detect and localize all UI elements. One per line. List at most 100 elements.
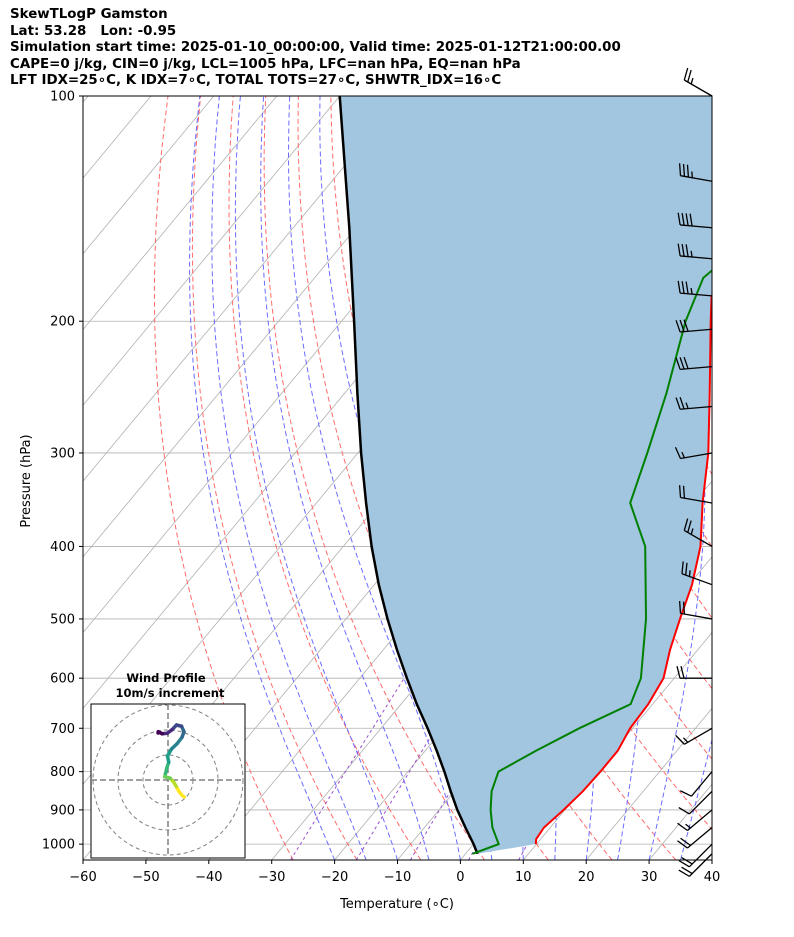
dry-adiabat	[330, 96, 613, 860]
cape-cin-shading	[339, 96, 712, 854]
wind-barb	[677, 243, 713, 260]
wind-barb	[678, 853, 713, 877]
wind-barb-flag	[690, 77, 694, 85]
wind-barb-flag	[681, 212, 685, 226]
wind-barb-staff	[680, 328, 713, 333]
wind-barb-flag	[680, 837, 691, 847]
wind-barb-flag	[681, 281, 685, 294]
wind-barb-flag	[685, 562, 688, 576]
wind-barb-flag	[678, 869, 690, 877]
x-tick-label: −40	[195, 870, 222, 885]
wind-barb-flag	[679, 319, 685, 332]
wind-barb-flag	[686, 164, 690, 178]
wind-barb-flag	[688, 570, 691, 577]
x-tick-label: 20	[578, 870, 595, 885]
wind-barb-staff	[687, 809, 713, 831]
isotherm-line	[522, 632, 712, 860]
dry-adiabat	[754, 96, 794, 860]
x-tick-label: −50	[132, 870, 159, 885]
wind-barb-flag	[685, 823, 691, 829]
wind-barb	[677, 280, 713, 297]
wind-barb-flag	[685, 244, 689, 257]
wind-barb-flag	[690, 528, 694, 535]
wind-barb	[678, 600, 713, 620]
dry-adiabat	[228, 96, 422, 860]
wind-barb	[675, 396, 713, 410]
y-tick-label: 700	[50, 722, 75, 737]
chart-title-location: Lat: 53.28 Lon: -0.95	[10, 23, 177, 39]
isotherm-line	[83, 96, 89, 103]
wind-barb-flag	[679, 396, 685, 410]
wind-barb-flag	[675, 397, 681, 410]
wind-barb-flag	[683, 67, 689, 81]
moist-adiabat	[211, 96, 367, 860]
wind-barb-flag	[677, 212, 681, 226]
x-tick-label: −60	[69, 870, 96, 885]
x-tick-label: −30	[258, 870, 285, 885]
chart-title-station: SkewTLogP Gamston	[10, 7, 168, 22]
wind-barb-flag	[678, 859, 690, 868]
wind-barb-flag	[677, 280, 681, 294]
wind-barb	[677, 212, 713, 229]
temperature-line	[534, 293, 712, 845]
hodograph-inset: Wind Profile 10m/s increment	[90, 671, 246, 859]
wind-barb	[677, 826, 713, 849]
x-tick-label: 40	[704, 870, 721, 885]
wind-barb	[676, 666, 712, 679]
chart-title-times: Simulation start time: 2025-01-10_00:00:…	[10, 40, 621, 56]
y-tick-label: 300	[50, 446, 75, 461]
wind-barb	[675, 727, 713, 745]
wind-barb-staff	[680, 175, 713, 182]
wind-barb	[678, 163, 713, 182]
x-axis-ticks: −60 −50 −40 −30 −20 −10 0 10 20 30 40	[69, 860, 720, 885]
wind-barb-flag	[685, 213, 689, 226]
isotherm-line	[585, 707, 712, 860]
wind-barb-flag	[687, 520, 692, 533]
wind-barb-flag	[678, 163, 682, 176]
dry-adiabat	[787, 96, 794, 860]
hodograph-trace	[156, 723, 186, 799]
wind-barb-flag	[677, 840, 688, 849]
wind-barb	[675, 356, 713, 371]
wind-barb-staff	[680, 365, 713, 371]
wind-barb-flag	[678, 485, 682, 498]
wind-barb-flag	[674, 446, 682, 459]
chart-title-cape-line: CAPE=0 j/kg, CIN=0 j/kg, LCL=1005 hPa, L…	[10, 56, 521, 72]
chart-title-indices-line: LFT IDX=25∘C, K IDX=7∘C, TOTAL TOTS=27∘C…	[10, 73, 502, 89]
isotherm-line	[83, 96, 341, 406]
dry-adiabat	[722, 96, 794, 860]
wind-barb-staff	[680, 496, 713, 504]
wind-barb-flag	[682, 737, 689, 743]
wind-barb	[677, 809, 713, 832]
wind-barb-flag	[685, 281, 689, 294]
y-axis-ticks: 100 200 300 400 500 600 700 800 900 1000	[42, 90, 83, 853]
wind-barb-flag	[680, 666, 685, 679]
wind-barb-flag	[690, 250, 693, 258]
wind-barbs	[674, 67, 713, 877]
y-tick-label: 200	[50, 315, 75, 330]
mixing-ratio-line	[290, 677, 405, 860]
hodograph-ring	[117, 729, 219, 831]
wind-barb	[681, 561, 713, 586]
wind-barb-flag	[676, 666, 681, 679]
wind-barb	[678, 485, 713, 504]
y-tick-label: 100	[50, 90, 75, 105]
moist-adiabat	[189, 96, 336, 860]
wind-barb	[683, 67, 713, 97]
wind-barb-staff	[683, 529, 713, 547]
y-tick-label: 400	[50, 540, 75, 555]
wind-barb-staff	[687, 826, 713, 849]
wind-barb-staff	[683, 79, 713, 97]
wind-barb-flag	[681, 866, 693, 875]
x-tick-label: 0	[456, 870, 464, 885]
wind-barb-flag	[675, 320, 681, 333]
wind-barb-flag	[690, 287, 693, 295]
x-tick-label: 10	[515, 870, 532, 885]
wind-barb-staff	[680, 292, 713, 297]
y-axis-label: Pressure (hPa)	[19, 434, 34, 527]
wind-barb-flag	[677, 243, 681, 257]
chart-header: SkewTLogP Gamston Lat: 53.28 Lon: -0.95 …	[10, 7, 621, 90]
wind-barb-staff	[680, 452, 713, 460]
moist-adiabat	[260, 96, 430, 860]
